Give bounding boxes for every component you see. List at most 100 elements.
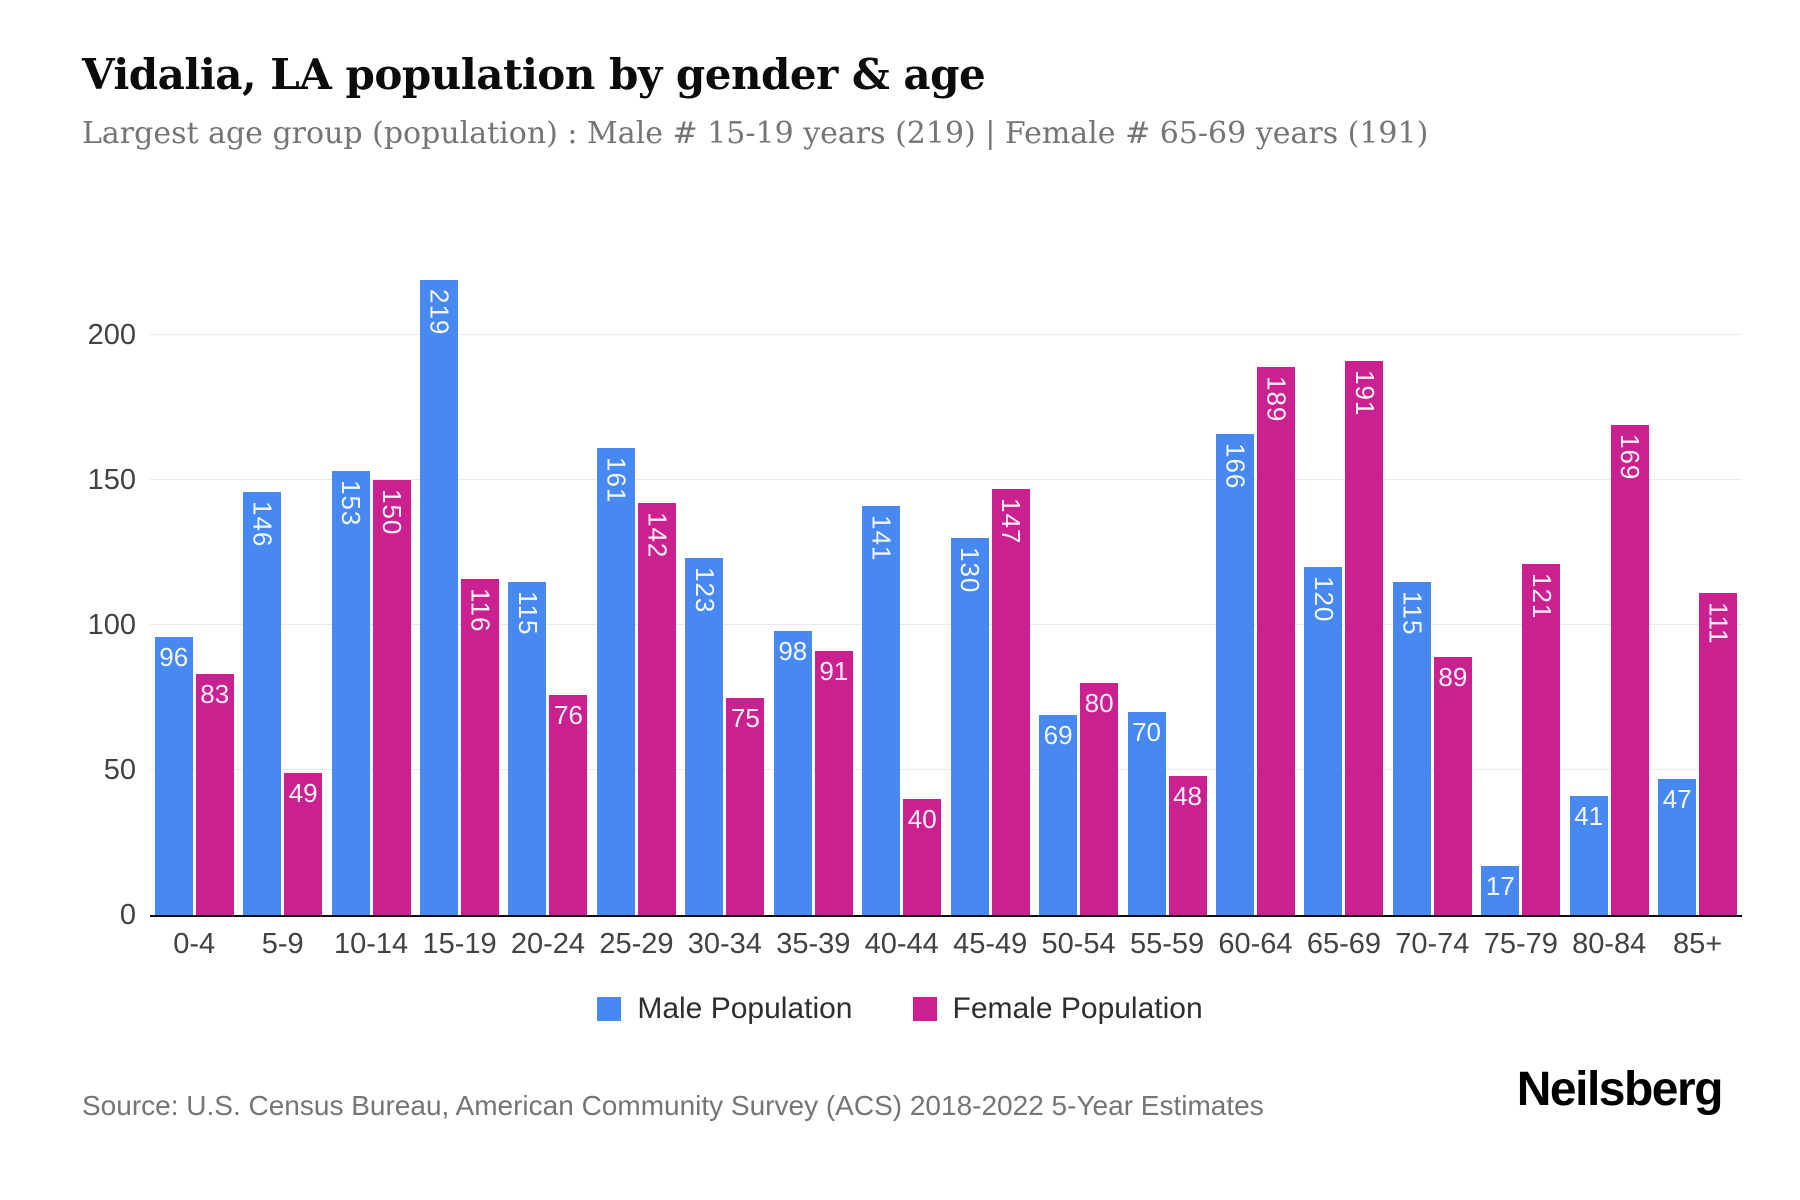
bar-female-0-4: 83	[195, 674, 234, 915]
bar-value-label: 83	[200, 679, 230, 710]
bar-male-60-64: 166	[1215, 433, 1254, 915]
bar-male-10-14: 153	[331, 471, 370, 915]
bar-group-0-4: 96 83	[150, 258, 238, 915]
bar-value-label: 96	[159, 641, 189, 672]
bar-male-0-4: 96	[154, 636, 193, 915]
bar-group-20-24: 115 76	[504, 258, 592, 915]
bar-male-80-84: 41	[1569, 796, 1608, 915]
bar-female-55-59: 48	[1168, 775, 1207, 915]
bar-value-label: 41	[1574, 801, 1604, 832]
bar-group-70-74: 115 89	[1388, 258, 1476, 915]
bar-value-label: 219	[424, 288, 455, 336]
bar-female-20-24: 76	[549, 694, 588, 915]
bar-group-80-84: 41 169	[1565, 258, 1653, 915]
x-tick-label-20-24: 20-24	[510, 928, 586, 960]
bar-value-label: 191	[1349, 370, 1380, 417]
bar-female-35-39: 91	[814, 651, 853, 915]
y-tick-label-50: 50	[103, 754, 136, 786]
bar-value-label: 98	[778, 635, 808, 666]
female-legend-swatch	[912, 997, 937, 1021]
bar-male-25-29: 161	[596, 448, 635, 915]
bar-male-55-59: 70	[1127, 712, 1166, 915]
bar-female-45-49: 147	[991, 488, 1030, 915]
chart-subtitle: Largest age group (population) : Male # …	[82, 116, 1429, 151]
bar-value-label: 115	[512, 590, 543, 635]
x-axis: 0-4 5-9 10-14 15-19 20-24 25-29 30-34 35-39 40-4…	[150, 928, 1742, 961]
bar-male-5-9: 146	[243, 491, 282, 915]
bar-value-label: 40	[907, 804, 937, 834]
y-tick-label-100: 100	[87, 609, 136, 641]
x-tick-label-15-19: 15-19	[422, 928, 497, 960]
bar-group-25-29: 161 142	[592, 258, 680, 915]
bar-male-65-69: 120	[1304, 567, 1343, 915]
bar-group-5-9: 146 49	[238, 258, 326, 915]
bar-value-label: 153	[336, 480, 367, 527]
bar-value-label: 76	[554, 699, 583, 730]
bar-value-label: 141	[866, 515, 897, 562]
bar-value-label: 161	[601, 457, 632, 504]
x-tick-label-50-54: 50-54	[1041, 928, 1116, 960]
bar-value-label: 69	[1043, 719, 1073, 750]
x-tick-label-75-79: 75-79	[1483, 928, 1558, 960]
bar-female-10-14: 150	[372, 480, 411, 915]
bar-value-label: 116	[465, 587, 496, 633]
bar-female-15-19: 116	[461, 578, 500, 915]
bar-group-65-69: 120 191	[1300, 258, 1388, 915]
x-tick-label-30-34: 30-34	[687, 928, 762, 960]
bar-male-30-34: 123	[685, 558, 724, 915]
legend-label-female: Female Population	[952, 992, 1203, 1025]
bar-value-label: 166	[1220, 442, 1251, 489]
x-tick-label-25-29: 25-29	[599, 928, 674, 960]
x-tick-label-35-39: 35-39	[776, 928, 851, 960]
bar-female-85plus: 111	[1699, 593, 1738, 915]
bar-value-label: 48	[1173, 780, 1202, 811]
bar-group-45-49: 130 147	[946, 258, 1034, 915]
bar-female-60-64: 189	[1256, 366, 1295, 915]
y-tick-label-150: 150	[87, 464, 136, 496]
bar-female-70-74: 89	[1433, 656, 1472, 915]
bar-group-60-64: 166 189	[1211, 258, 1299, 915]
bar-value-label: 17	[1485, 870, 1515, 901]
bar-value-label: 120	[1308, 576, 1339, 623]
bar-male-35-39: 98	[773, 630, 812, 915]
y-tick-label-200: 200	[87, 319, 136, 351]
bar-value-label: 75	[730, 702, 760, 733]
x-tick-label-60-64: 60-64	[1218, 928, 1293, 960]
bar-value-label: 47	[1662, 783, 1692, 814]
bar-group-85plus: 47 111	[1653, 258, 1741, 915]
bar-value-label: 89	[1438, 661, 1468, 692]
bar-female-75-79: 121	[1522, 564, 1561, 915]
bar-value-label: 115	[1397, 590, 1428, 635]
bar-group-10-14: 153 150	[327, 258, 415, 915]
bar-female-65-69: 191	[1345, 361, 1384, 915]
gridline-100	[150, 624, 1742, 625]
bar-male-15-19: 219	[420, 279, 459, 915]
bar-female-25-29: 142	[637, 503, 676, 915]
bar-female-80-84: 169	[1610, 424, 1649, 915]
plot-area: 96 83 146 49 153 150 219 116 115 76 161 142 123 75 98 9…	[150, 258, 1742, 917]
bar-value-label: 130	[955, 547, 986, 594]
legend-item-male: Male Population	[597, 992, 853, 1026]
bar-value-label: 123	[689, 567, 720, 614]
bar-value-label: 70	[1132, 717, 1161, 747]
bar-value-label: 80	[1084, 688, 1114, 718]
bar-groups: 96 83 146 49 153 150 219 116 115 76 161 142 123 75 98 9…	[150, 258, 1742, 915]
brand-logo: Neilsberg	[1516, 1063, 1724, 1116]
bar-group-75-79: 17 121	[1477, 258, 1565, 915]
gridline-50	[150, 769, 1742, 770]
x-tick-label-70-74: 70-74	[1395, 928, 1470, 960]
bar-value-label: 91	[819, 656, 849, 687]
bar-male-40-44: 141	[862, 506, 901, 915]
gridline-150	[150, 479, 1742, 480]
bar-value-label: 142	[642, 512, 673, 559]
chart-title: Vidalia, LA population by gender & age	[82, 50, 986, 99]
gridline-200	[150, 334, 1742, 335]
bar-group-15-19: 219 116	[415, 258, 503, 915]
bar-male-20-24: 115	[508, 581, 547, 915]
y-tick-label-0: 0	[119, 899, 136, 931]
bar-group-40-44: 141 40	[858, 258, 946, 915]
bar-male-50-54: 69	[1039, 714, 1078, 915]
bar-female-30-34: 75	[726, 697, 765, 915]
male-legend-swatch	[597, 997, 622, 1021]
bar-group-35-39: 98 91	[769, 258, 857, 915]
